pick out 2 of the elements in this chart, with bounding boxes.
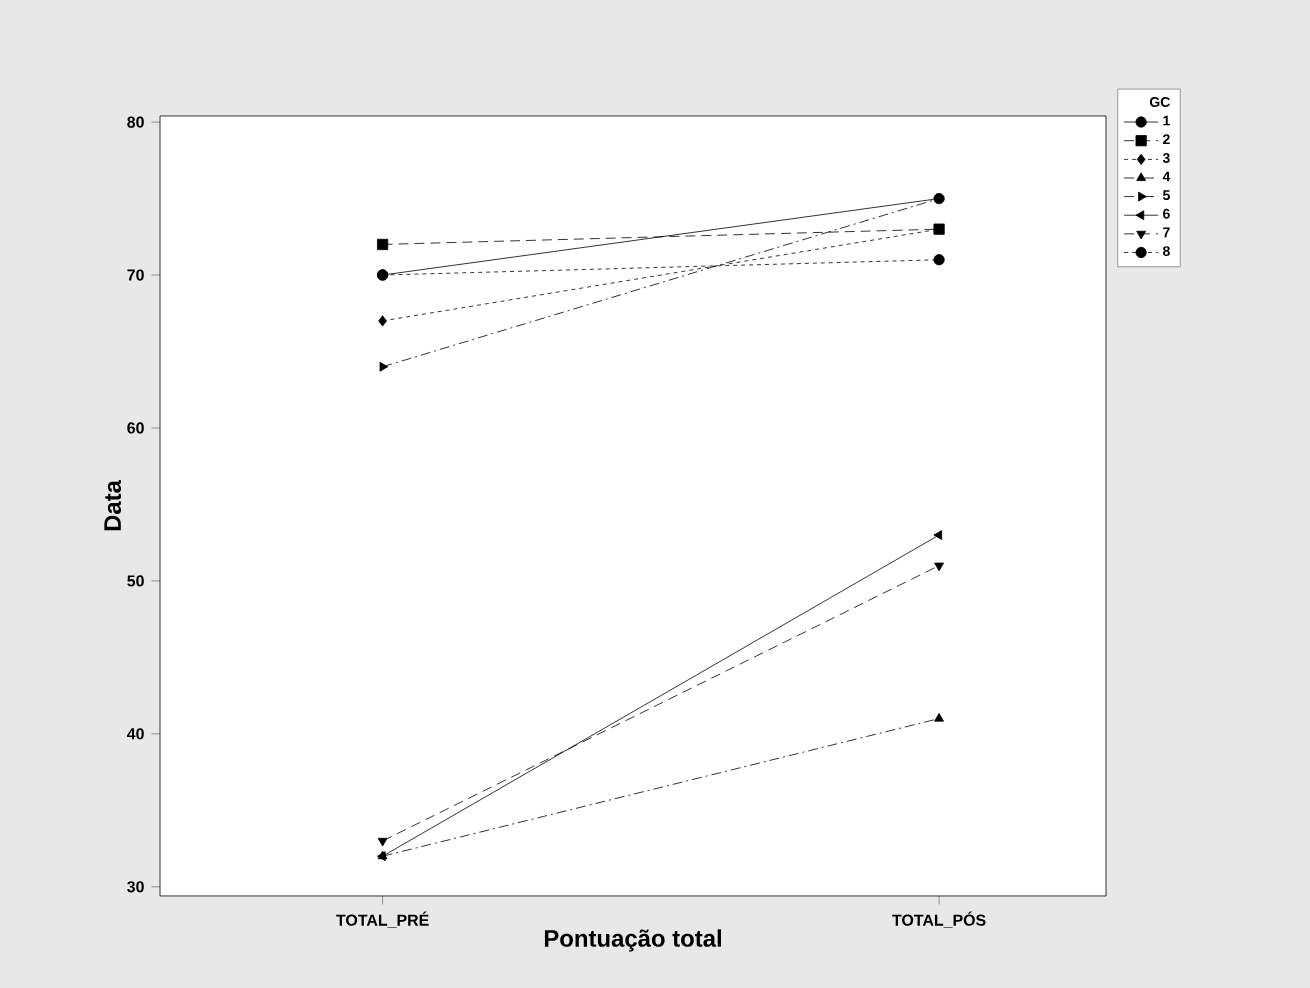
x-axis-title: Pontuação total xyxy=(544,929,721,952)
y-axis-title: Data xyxy=(104,479,122,531)
